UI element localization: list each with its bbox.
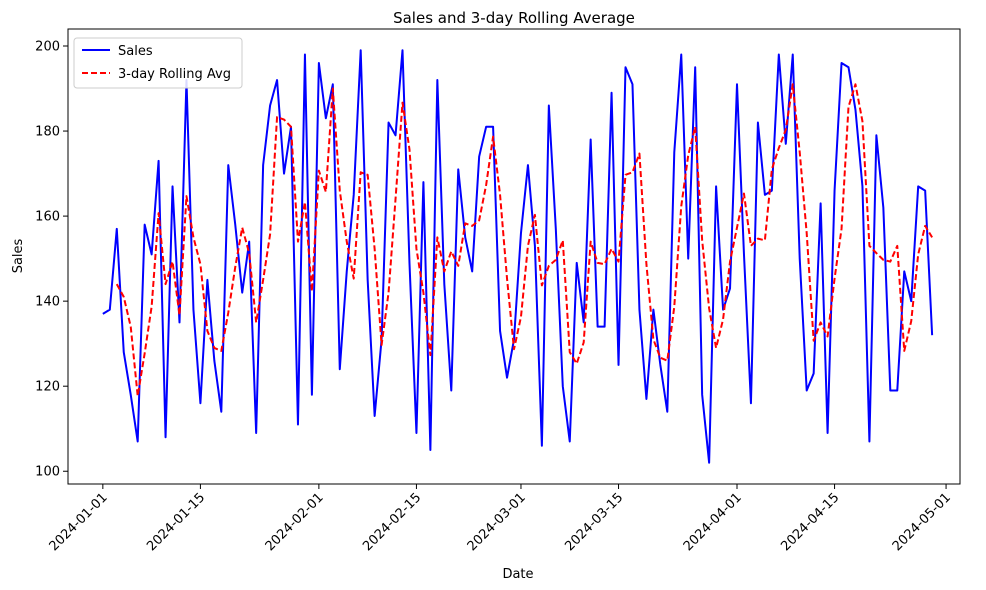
series-line-rolling-avg [115, 83, 933, 397]
y-tick-label: 120 [35, 380, 60, 395]
y-tick-label: 140 [35, 295, 60, 310]
y-tick-label: 200 [35, 40, 60, 55]
legend-box [73, 37, 243, 89]
y-tick-label: 160 [35, 210, 60, 225]
legend-label-rolling-avg: 3-day Rolling Avg [118, 67, 231, 82]
plot-frame [67, 28, 961, 485]
x-axis-label: Date [502, 567, 533, 582]
y-axis-label: Sales [11, 238, 26, 273]
y-tick-label: 180 [35, 125, 60, 140]
chart-title: Sales and 3-day Rolling Average [393, 9, 635, 27]
y-axis: 100 120 140 160 180 200 [35, 40, 68, 480]
legend-label-sales: Sales [118, 44, 153, 59]
y-tick-label: 100 [35, 465, 60, 480]
legend: Sales 3-day Rolling Avg [73, 37, 243, 89]
